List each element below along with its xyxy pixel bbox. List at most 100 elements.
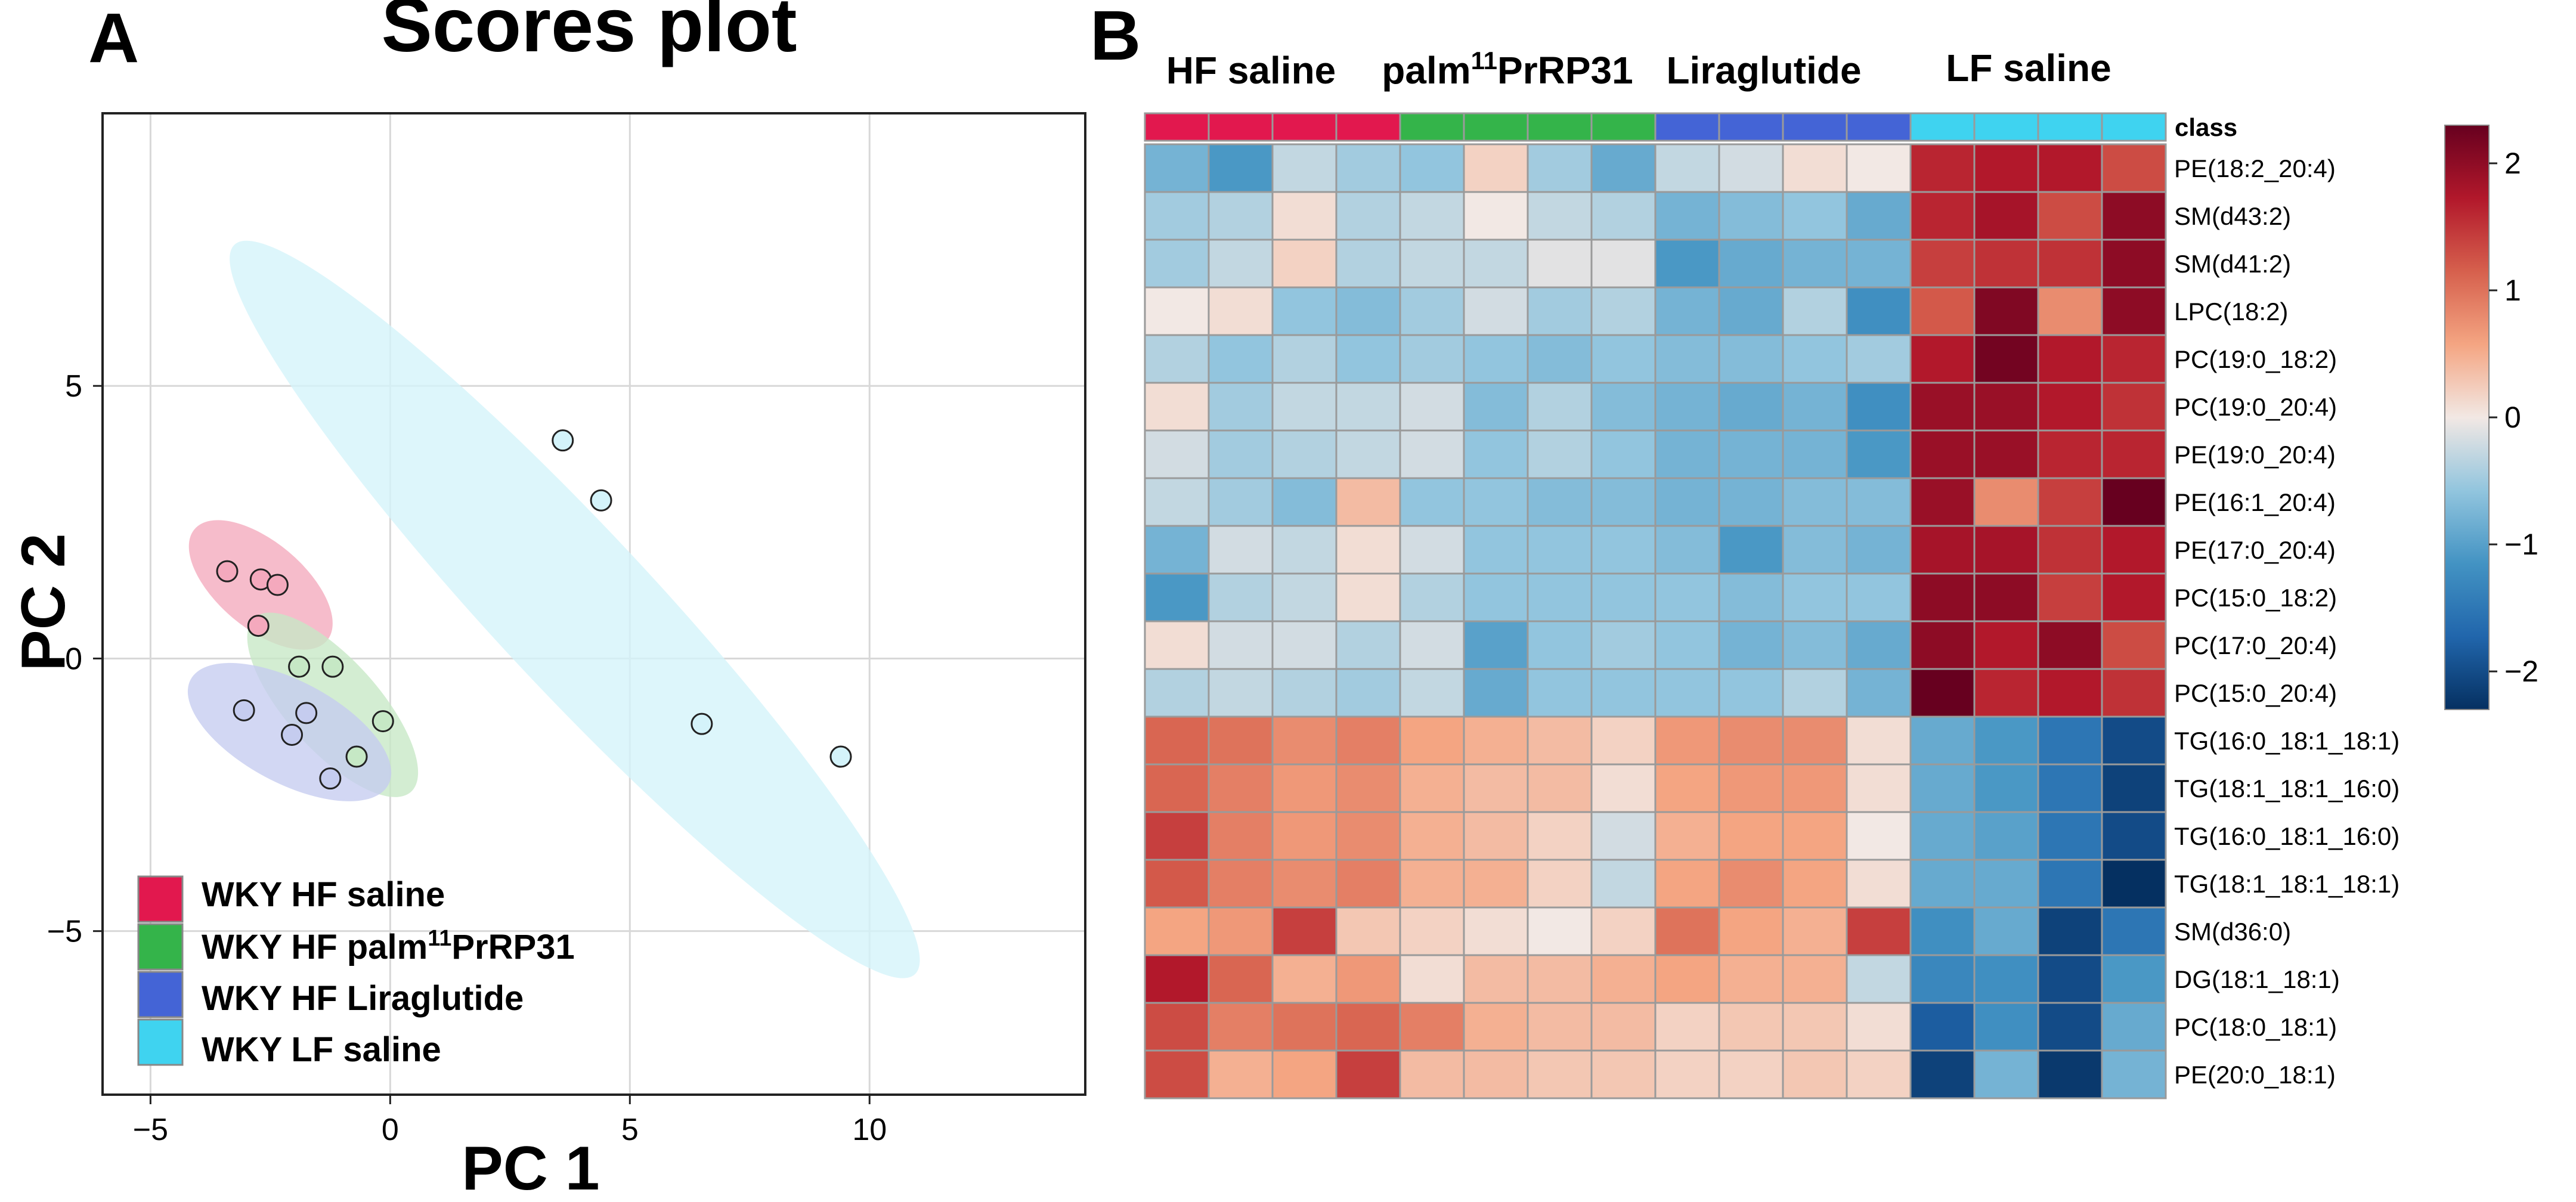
heatmap-row-label: SM(d36:0): [2174, 918, 2291, 946]
score-point: [691, 712, 713, 735]
heatmap-cell: [1335, 715, 1401, 766]
heatmap-cell: [1463, 191, 1529, 241]
heatmap-cell: [1909, 906, 1976, 956]
scores-plot-legend: WKY HF saline WKY HF palm11PrRP31 WKY HF…: [137, 875, 575, 1069]
confidence-ellipse: [230, 240, 920, 978]
group-title-palm-post: PrRP31: [1497, 49, 1633, 92]
heatmap-cell: [1527, 954, 1593, 1004]
heatmap-row-label: SM(d43:2): [2174, 202, 2291, 230]
heatmap-cell: [1718, 477, 1784, 527]
heatmap-cell: [1782, 238, 1848, 289]
heatmap-row-label: SM(d41:2): [2174, 250, 2291, 278]
colorbar-tick-label: −1: [2504, 528, 2538, 561]
heatmap-cell: [1782, 334, 1848, 384]
heatmap-cell: [1654, 954, 1720, 1004]
heatmap-cell: [2037, 238, 2103, 289]
heatmap-cell: [1846, 906, 1912, 956]
class-bar-cell: [1527, 112, 1593, 142]
heatmap-cell: [2101, 429, 2167, 479]
legend-label-hf-palm-pre: WKY HF palm: [202, 928, 428, 966]
heatmap-cell: [1590, 286, 1657, 336]
heatmap-cell: [1654, 668, 1720, 718]
heatmap-cell: [1590, 620, 1657, 670]
heatmap-cell: [1846, 859, 1912, 909]
heatmap-row-label: TG(18:1_18:1_18:1): [2174, 870, 2399, 898]
heatmap-cell: [1527, 477, 1593, 527]
heatmap-cell: [1271, 715, 1337, 766]
heatmap-cell: [1590, 811, 1657, 861]
heatmap-cell: [1718, 906, 1784, 956]
score-point: [829, 745, 852, 768]
heatmap-cell: [2037, 954, 2103, 1004]
heatmap-cell: [1208, 906, 1274, 956]
heatmap-cell: [1846, 1049, 1912, 1099]
heatmap-cell: [1909, 859, 1976, 909]
heatmap-cell: [1335, 1049, 1401, 1099]
legend-label-hf-palm-post: PrRP31: [451, 928, 574, 966]
heatmap-cell: [1144, 763, 1210, 813]
heatmap-cell: [1399, 143, 1465, 193]
heatmap-cell: [1654, 191, 1720, 241]
legend-swatch-lf-saline: [137, 1018, 184, 1066]
heatmap-cell: [1718, 572, 1784, 622]
y-tick-label: 5: [65, 369, 82, 404]
heatmap-cell: [1144, 143, 1210, 193]
class-bar-cell: [1208, 112, 1274, 142]
heatmap-cell: [1782, 906, 1848, 956]
scores-plot-x-ticks: −5 0 5 10: [133, 1095, 887, 1147]
heatmap-cell: [1399, 1049, 1465, 1099]
heatmap-cell: [1463, 334, 1529, 384]
heatmap-row-label: PC(19:0_20:4): [2174, 393, 2337, 421]
heatmap-cell: [1463, 238, 1529, 289]
heatmap-cell: [1654, 811, 1720, 861]
heatmap-cell: [1590, 238, 1657, 289]
heatmap-cell: [2101, 763, 2167, 813]
heatmap-cell: [1718, 525, 1784, 575]
heatmap-cell: [1208, 477, 1274, 527]
heatmap-cell: [1463, 620, 1529, 670]
heatmap-cell: [1271, 143, 1337, 193]
heatmap-cell: [1527, 906, 1593, 956]
heatmap-cell: [1909, 763, 1976, 813]
heatmap-cell: [1271, 859, 1337, 909]
heatmap-cell: [1208, 238, 1274, 289]
heatmap-cell: [1654, 286, 1720, 336]
class-bar-cell: [1399, 112, 1465, 142]
scores-plot-points: [216, 429, 852, 790]
heatmap-cell: [1782, 811, 1848, 861]
heatmap-cell: [1399, 238, 1465, 289]
colorbar-ticks: 2 1 0 −1 −2: [2489, 147, 2538, 688]
heatmap-cell: [1782, 382, 1848, 432]
heatmap-cell: [1335, 477, 1401, 527]
heatmap-cell: [1718, 715, 1784, 766]
heatmap-cell: [1271, 334, 1337, 384]
heatmap-cell: [1399, 668, 1465, 718]
heatmap-cell: [1335, 525, 1401, 575]
heatmap-cell: [1973, 1002, 2039, 1052]
heatmap-cell: [1144, 477, 1210, 527]
heatmap-cell: [1271, 1002, 1337, 1052]
legend-label-hf-liraglutide: WKY HF Liraglutide: [202, 979, 524, 1018]
heatmap-cell: [1463, 382, 1529, 432]
heatmap-cell: [1782, 143, 1848, 193]
heatmap-cell: [1399, 954, 1465, 1004]
heatmap-cell: [1973, 191, 2039, 241]
scores-plot: −5 0 5 10 −5 0 5 PC 1 PC 2 WKY HF saline WKY …: [9, 112, 1086, 1202]
heatmap-cell: [1909, 525, 1976, 575]
heatmap-cell: [1590, 525, 1657, 575]
heatmap-cell: [1208, 763, 1274, 813]
heatmap-cell: [1463, 954, 1529, 1004]
heatmap-cell: [1718, 763, 1784, 813]
score-point: [266, 574, 289, 596]
heatmap-cell: [1144, 429, 1210, 479]
heatmap-cell: [1846, 525, 1912, 575]
heatmap-cell: [1846, 382, 1912, 432]
heatmap-cell: [2037, 811, 2103, 861]
heatmap-cell: [1399, 334, 1465, 384]
class-bar-cell: [1846, 112, 1912, 142]
heatmap-cell: [1335, 763, 1401, 813]
heatmap-cell: [1590, 715, 1657, 766]
heatmap-cell: [2037, 859, 2103, 909]
heatmap-cell: [1782, 429, 1848, 479]
class-bar-cell: [1973, 112, 2039, 142]
